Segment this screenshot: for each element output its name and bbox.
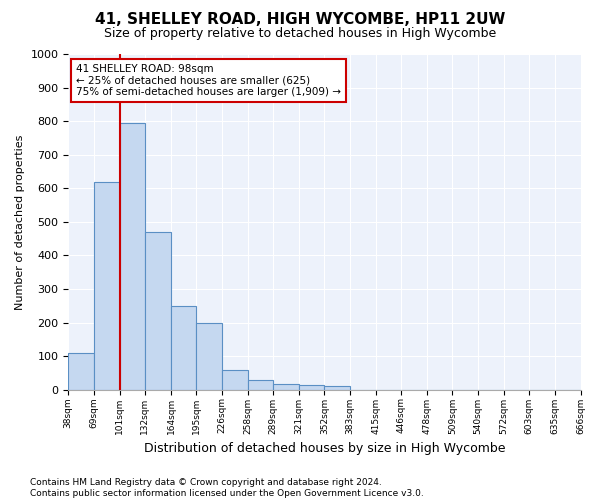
Bar	[299, 386, 325, 390]
Bar	[221, 370, 248, 390]
Bar	[145, 232, 171, 390]
Text: 41, SHELLEY ROAD, HIGH WYCOMBE, HP11 2UW: 41, SHELLEY ROAD, HIGH WYCOMBE, HP11 2UW	[95, 12, 505, 28]
X-axis label: Distribution of detached houses by size in High Wycombe: Distribution of detached houses by size …	[143, 442, 505, 455]
Bar	[273, 384, 299, 390]
Text: 41 SHELLEY ROAD: 98sqm
← 25% of detached houses are smaller (625)
75% of semi-de: 41 SHELLEY ROAD: 98sqm ← 25% of detached…	[76, 64, 341, 98]
Bar	[248, 380, 273, 390]
Bar	[119, 123, 145, 390]
Bar	[196, 322, 221, 390]
Bar	[171, 306, 196, 390]
Bar	[325, 386, 350, 390]
Text: Contains HM Land Registry data © Crown copyright and database right 2024.
Contai: Contains HM Land Registry data © Crown c…	[30, 478, 424, 498]
Text: Size of property relative to detached houses in High Wycombe: Size of property relative to detached ho…	[104, 28, 496, 40]
Bar	[94, 182, 119, 390]
Y-axis label: Number of detached properties: Number of detached properties	[15, 134, 25, 310]
Bar	[68, 352, 94, 390]
